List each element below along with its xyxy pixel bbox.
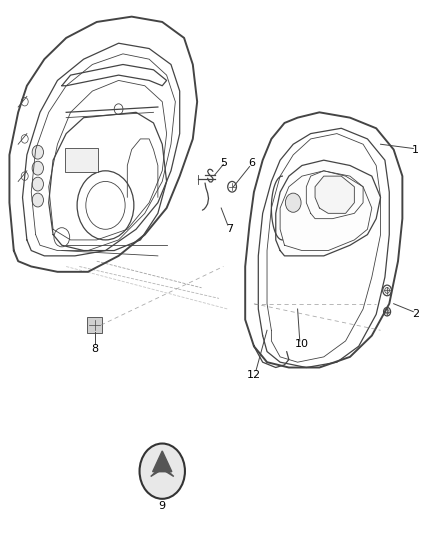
Circle shape <box>385 287 389 293</box>
Circle shape <box>228 181 237 192</box>
Text: 7: 7 <box>226 224 233 235</box>
Circle shape <box>32 193 43 207</box>
Circle shape <box>385 309 389 314</box>
Circle shape <box>286 193 301 212</box>
FancyBboxPatch shape <box>87 317 102 333</box>
Circle shape <box>32 161 43 175</box>
Text: 6: 6 <box>248 158 255 168</box>
FancyBboxPatch shape <box>65 149 98 172</box>
Polygon shape <box>152 451 172 472</box>
Circle shape <box>21 135 28 143</box>
Text: 5: 5 <box>220 158 227 168</box>
Circle shape <box>114 104 123 115</box>
Polygon shape <box>276 160 381 256</box>
Circle shape <box>383 285 392 296</box>
Text: 12: 12 <box>247 370 261 381</box>
Circle shape <box>21 172 28 180</box>
Polygon shape <box>151 469 162 477</box>
Text: 1: 1 <box>412 144 419 155</box>
Circle shape <box>21 98 28 106</box>
Text: 10: 10 <box>295 338 309 349</box>
Polygon shape <box>162 469 174 477</box>
Text: 2: 2 <box>412 309 419 319</box>
Text: 8: 8 <box>91 344 98 354</box>
Text: 9: 9 <box>159 500 166 511</box>
Polygon shape <box>315 176 354 213</box>
Circle shape <box>384 308 391 316</box>
Circle shape <box>32 177 43 191</box>
Circle shape <box>140 443 185 499</box>
Circle shape <box>32 146 43 159</box>
